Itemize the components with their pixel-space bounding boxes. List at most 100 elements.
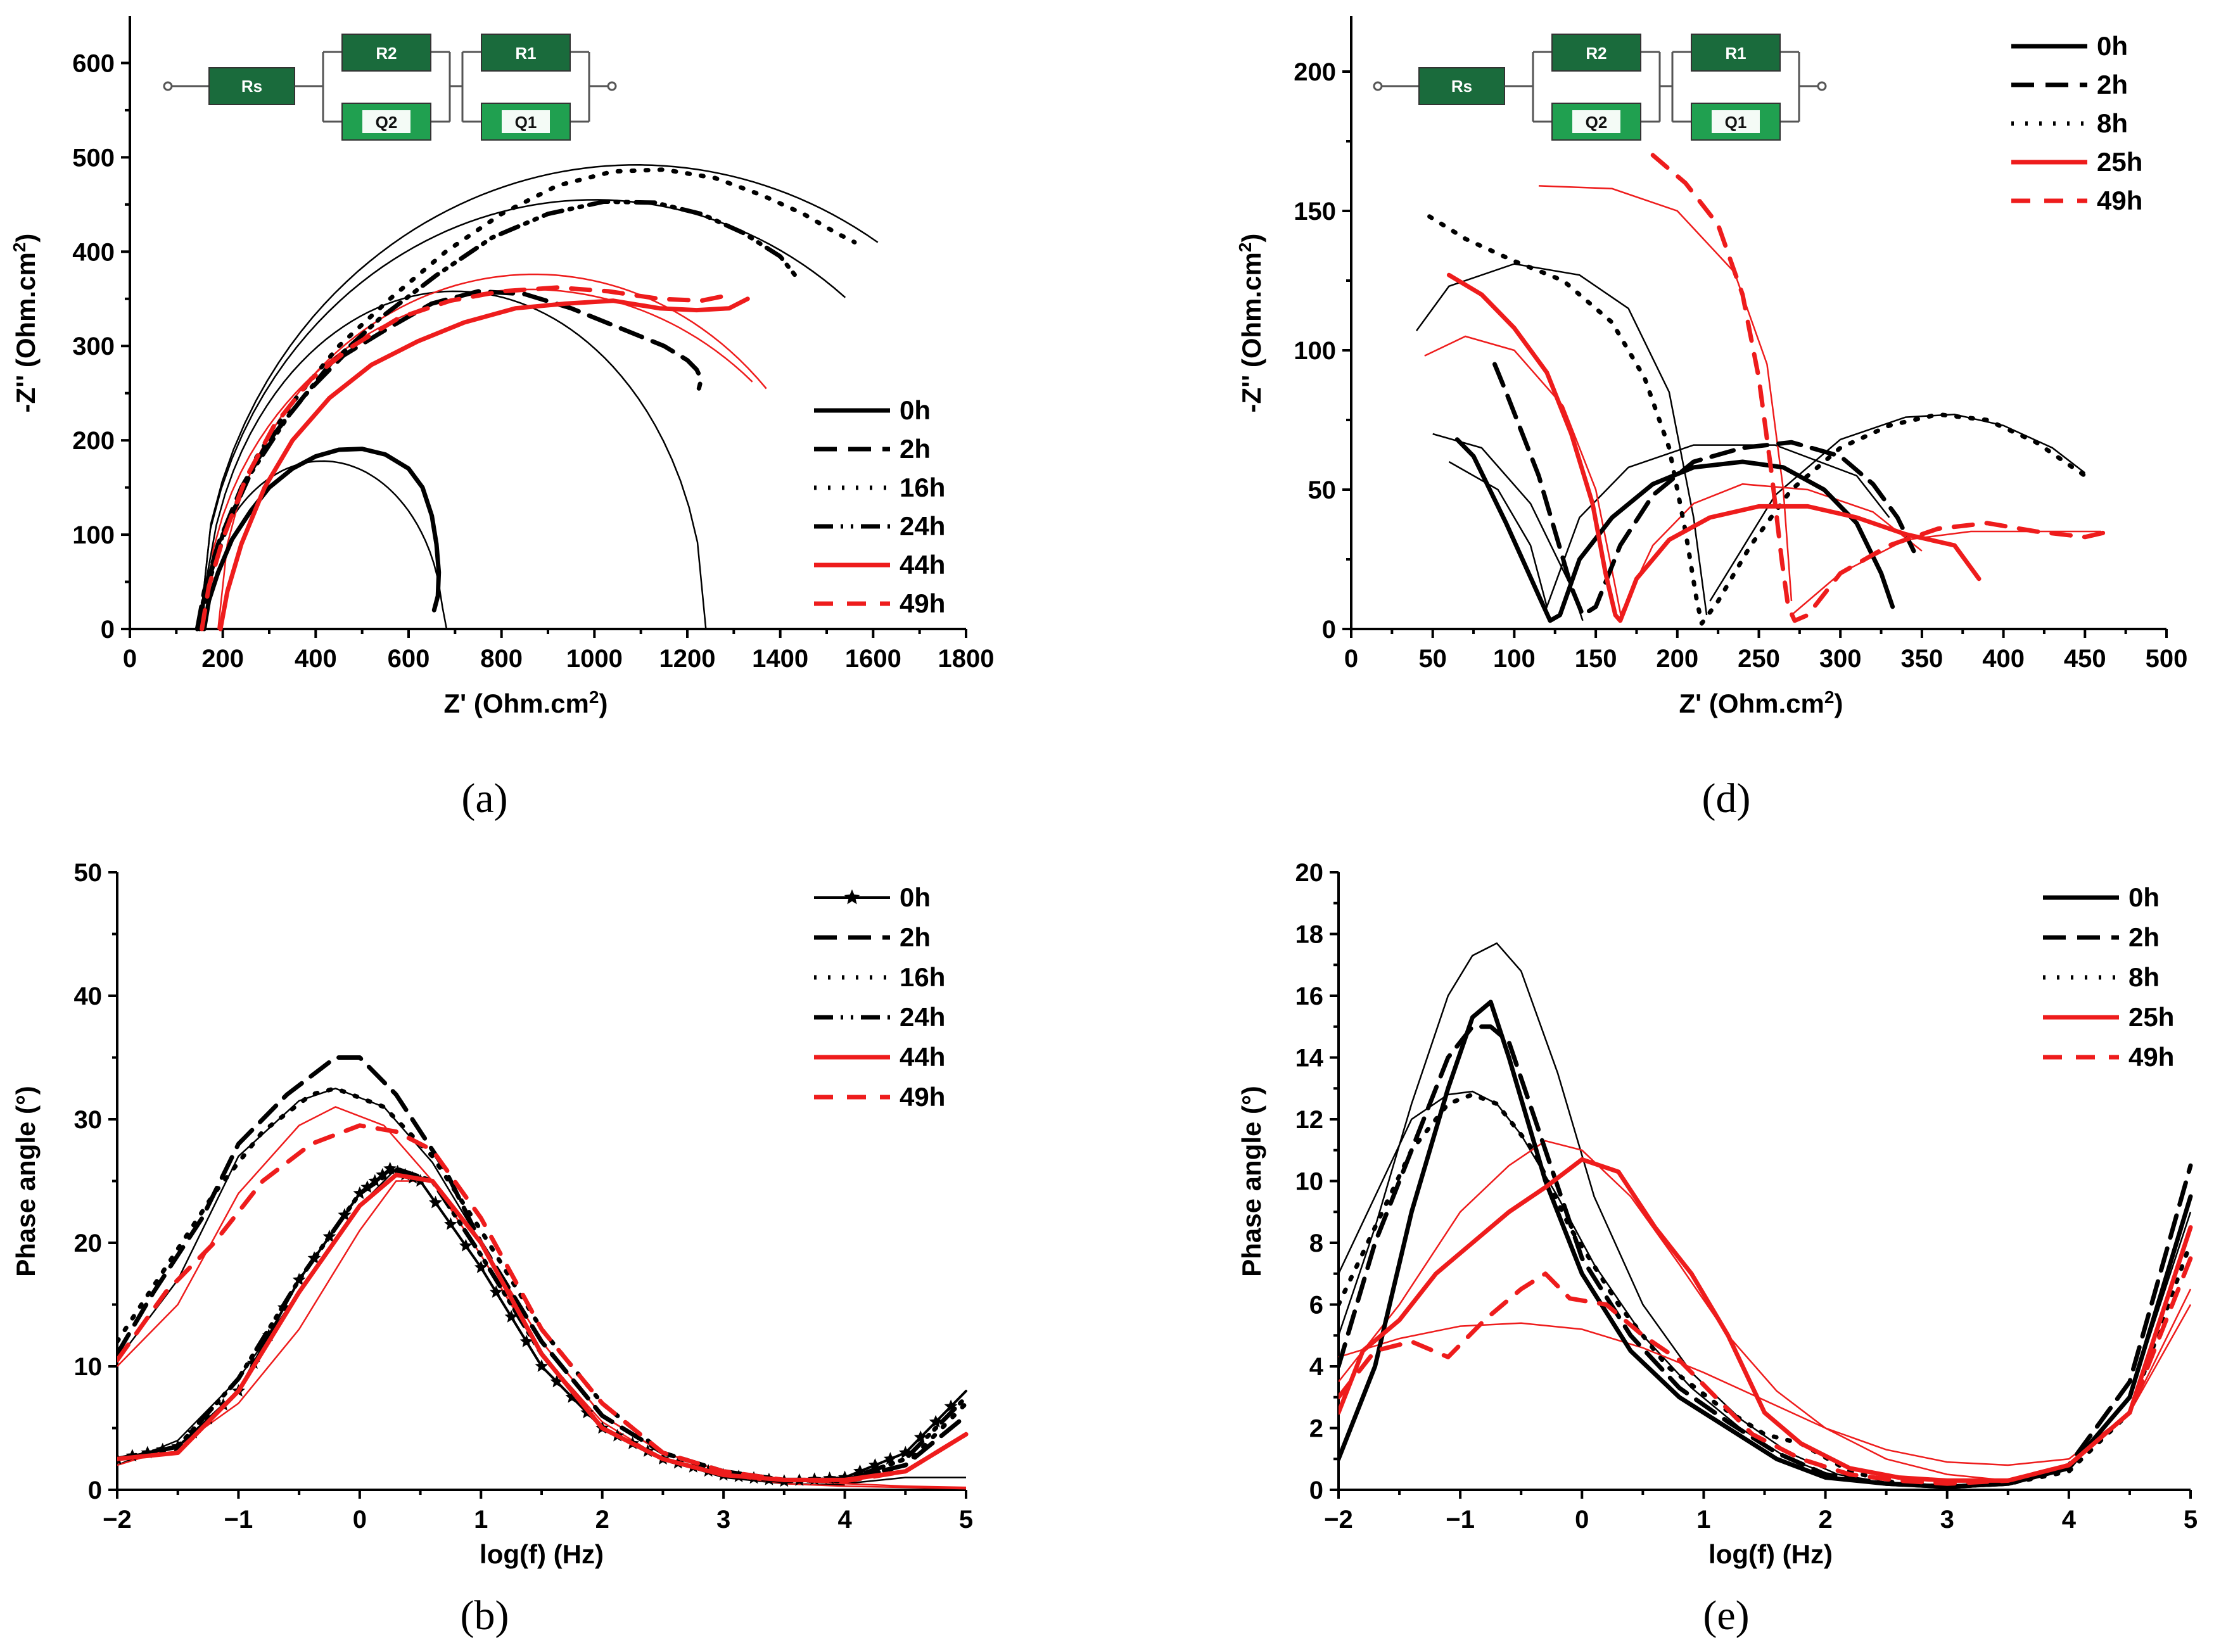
x-tick-label: 200 bbox=[1656, 645, 1698, 673]
y-tick-label: 12 bbox=[1295, 1106, 1324, 1134]
x-tick-label: 150 bbox=[1575, 645, 1617, 673]
y-tick-label: 300 bbox=[72, 333, 115, 360]
series-0h-marker bbox=[504, 1310, 518, 1323]
x-axis-title: Z' (Ohm.cm2) bbox=[1679, 687, 1843, 719]
y-tick-label: 20 bbox=[1295, 859, 1324, 887]
x-tick-label: −2 bbox=[1324, 1506, 1353, 1534]
x-axis-title-end: ) bbox=[599, 689, 608, 718]
x-tick-label: 100 bbox=[1493, 645, 1536, 673]
y-tick-label: 40 bbox=[74, 982, 103, 1010]
panel-a: 0 200 400 600 800 1000 1200 1400 1600 1800 0 100 200… bbox=[10, 16, 995, 822]
x-tick-label: 0 bbox=[123, 645, 137, 673]
y-axis-title: -Z'' (Ohm.cm2) bbox=[10, 234, 41, 413]
x-tick-label: 3 bbox=[1940, 1506, 1954, 1534]
panel-d: 0 50 100 150 200 250 300 350 400 450 500 0 50 100 150 2… bbox=[1235, 16, 2187, 822]
series-0h bbox=[201, 447, 442, 632]
x-tick-label: 0 bbox=[1575, 1506, 1589, 1534]
series-49h bbox=[1339, 1255, 2193, 1486]
series-49h bbox=[200, 285, 736, 632]
series-0h-marker bbox=[535, 1359, 549, 1372]
x-tick-label: 3 bbox=[716, 1506, 730, 1534]
series-0h-marker bbox=[459, 1238, 473, 1252]
x-tick-label: 4 bbox=[2062, 1506, 2077, 1534]
legend: 0h 2h 8h 25h 49h bbox=[2043, 882, 2174, 1072]
legend-label-49h: 49h bbox=[2128, 1042, 2174, 1072]
y-axis-title-end: ) bbox=[11, 234, 41, 243]
caption-e: (e) bbox=[1703, 1592, 1749, 1639]
y-tick-label: 6 bbox=[1309, 1292, 1323, 1319]
x-axis-title: Z' (Ohm.cm2) bbox=[444, 687, 608, 719]
series-0h-marker bbox=[474, 1261, 488, 1273]
series-0h-marker bbox=[429, 1195, 442, 1209]
caption-a: (a) bbox=[461, 775, 507, 822]
x-tick-label: 250 bbox=[1738, 645, 1780, 673]
circuit-label-r2: R2 bbox=[1586, 44, 1606, 63]
legend-label-2h: 2h bbox=[2097, 70, 2128, 99]
y-tick-label: 100 bbox=[72, 521, 115, 549]
circuit-label-r1: R1 bbox=[1725, 44, 1746, 63]
y-tick-label: 50 bbox=[1308, 476, 1337, 504]
series-8h bbox=[1339, 1092, 2193, 1489]
x-tick-label: 0 bbox=[1344, 645, 1358, 673]
x-tick-label: 450 bbox=[2064, 645, 2106, 673]
caption-b: (b) bbox=[461, 1592, 509, 1639]
legend-label-2h: 2h bbox=[900, 922, 931, 952]
plot-area bbox=[1339, 942, 2193, 1489]
fit-curve-5 bbox=[1619, 483, 1923, 616]
fit-curve-1 bbox=[198, 290, 707, 630]
y-tick-label: 100 bbox=[1294, 337, 1336, 365]
equivalent-circuit: Rs R2 Q2 R1 Q1 bbox=[163, 34, 617, 141]
y-tick-label: 30 bbox=[74, 1106, 103, 1134]
y-tick-label: 200 bbox=[1294, 58, 1336, 86]
plot-area bbox=[1415, 153, 2112, 626]
y-tick-label: 10 bbox=[74, 1353, 103, 1381]
circuit-box-r1 bbox=[1691, 34, 1781, 72]
circuit-label-q2: Q2 bbox=[376, 113, 398, 132]
series-0h-marker bbox=[444, 1217, 457, 1230]
legend: 0h 2h 16h 24h 44h 49h bbox=[814, 395, 945, 618]
legend-label-49h: 49h bbox=[900, 1082, 945, 1112]
legend-label-0h: 0h bbox=[900, 395, 931, 425]
fit-curve-4 bbox=[1424, 335, 1623, 621]
series-0h-marker bbox=[550, 1375, 564, 1388]
legend-label-49h: 49h bbox=[900, 588, 945, 618]
x-tick-label: −2 bbox=[103, 1506, 132, 1534]
series-44h bbox=[218, 296, 750, 632]
x-tick-label: 200 bbox=[201, 645, 244, 673]
circuit-box-rs bbox=[1418, 67, 1505, 105]
x-axis-title-end: ) bbox=[1834, 689, 1843, 718]
caption-d: (d) bbox=[1702, 775, 1751, 822]
x-tick-label: 50 bbox=[1418, 645, 1447, 673]
x-tick-label: 5 bbox=[2184, 1506, 2198, 1534]
legend: 0h 2h 16h 24h 44h 49h bbox=[814, 882, 945, 1112]
x-tick-label: 1800 bbox=[938, 645, 995, 673]
plot-area bbox=[194, 164, 879, 632]
x-tick-label: 400 bbox=[295, 645, 337, 673]
x-tick-label: 2 bbox=[1818, 1506, 1832, 1534]
legend-label-44h: 44h bbox=[900, 550, 945, 580]
y-axis-title-group: -Z'' (Ohm.cm2) bbox=[1235, 234, 1267, 413]
circuit-terminal-left bbox=[1373, 81, 1383, 91]
x-tick-label: 1 bbox=[1696, 1506, 1710, 1534]
x-tick-label: 2 bbox=[595, 1506, 609, 1534]
y-tick-label: 14 bbox=[1295, 1045, 1324, 1072]
circuit-terminal-left bbox=[163, 81, 173, 91]
series-0h-marker bbox=[519, 1335, 533, 1347]
circuit-label-q1: Q1 bbox=[515, 113, 537, 132]
y-tick-label: 0 bbox=[88, 1477, 102, 1504]
y-tick-label: 18 bbox=[1295, 921, 1324, 949]
x-tick-label: 350 bbox=[1901, 645, 1944, 673]
equivalent-circuit: Rs R2 Q2 R1 Q1 bbox=[1373, 34, 1827, 141]
y-axis-title-end: ) bbox=[1237, 234, 1266, 243]
legend-label-2h: 2h bbox=[2128, 922, 2160, 952]
y-tick-label: 0 bbox=[1322, 616, 1336, 644]
legend-label-24h: 24h bbox=[900, 511, 945, 541]
x-axis-title: log(f) (Hz) bbox=[480, 1539, 604, 1569]
x-tick-label: −1 bbox=[224, 1506, 253, 1534]
x-axis-title-sup: 2 bbox=[589, 687, 599, 707]
y-tick-label: 600 bbox=[72, 49, 115, 77]
x-tick-label: 0 bbox=[353, 1506, 367, 1534]
legend-label-8h: 8h bbox=[2128, 962, 2160, 992]
y-tick-label: 50 bbox=[74, 859, 103, 887]
